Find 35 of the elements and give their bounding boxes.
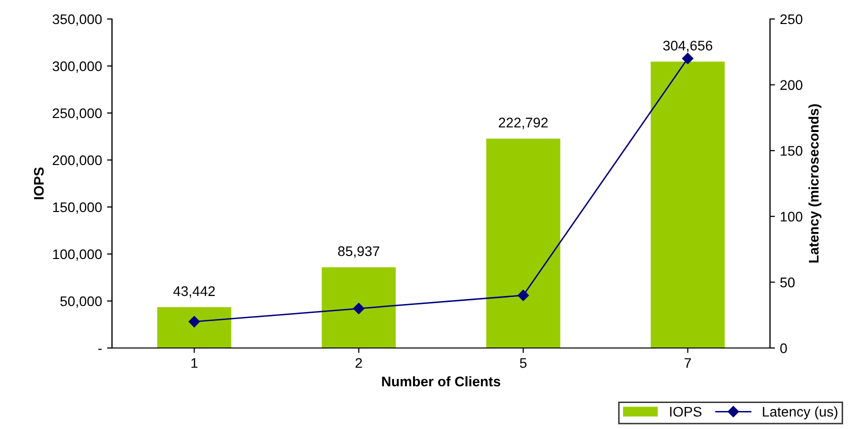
x-axis-title: Number of Clients bbox=[382, 376, 500, 386]
y2-tick-label: 150 bbox=[780, 146, 802, 156]
point bbox=[188, 316, 200, 328]
legend-label: Latency (us) bbox=[762, 406, 838, 420]
data-label: 85,937 bbox=[338, 246, 380, 258]
y2-tick-label: 200 bbox=[780, 80, 802, 90]
y-axis-title: IOPS bbox=[34, 167, 44, 200]
legend-label: IOPS bbox=[670, 406, 702, 417]
y-tick-label: 150,000 bbox=[53, 202, 102, 214]
point bbox=[353, 302, 364, 314]
x-tick-label: 5 bbox=[520, 358, 527, 368]
point bbox=[518, 290, 529, 301]
y2-tick-label: 0 bbox=[780, 343, 787, 354]
y-tick-label: 100,000 bbox=[53, 249, 102, 261]
bar bbox=[322, 267, 396, 348]
bar bbox=[650, 62, 725, 348]
y-tick-label: 50,000 bbox=[60, 296, 102, 308]
bar bbox=[157, 307, 232, 348]
x-tick-label: 2 bbox=[356, 358, 362, 368]
data-label: 222,792 bbox=[498, 118, 548, 130]
point bbox=[682, 52, 694, 64]
y2-tick-label: 100 bbox=[780, 212, 802, 222]
bar bbox=[486, 138, 560, 348]
data-label: 304,656 bbox=[663, 40, 712, 52]
y-tick-label: 250,000 bbox=[52, 108, 102, 120]
y-tick-label: - bbox=[98, 348, 102, 350]
y-tick-label: 300,000 bbox=[52, 61, 102, 73]
y-tick-label: 350,000 bbox=[52, 14, 102, 26]
data-label: 43,442 bbox=[173, 286, 215, 298]
x-tick-label: 1 bbox=[191, 358, 198, 368]
y-tick-label: 200,000 bbox=[52, 155, 102, 167]
y2-tick-label: 50 bbox=[780, 278, 795, 288]
y2-axis-title: Latency (microseconds) bbox=[808, 104, 822, 262]
y2-tick-label: 250 bbox=[780, 14, 802, 24]
x-tick-label: 7 bbox=[684, 358, 691, 368]
